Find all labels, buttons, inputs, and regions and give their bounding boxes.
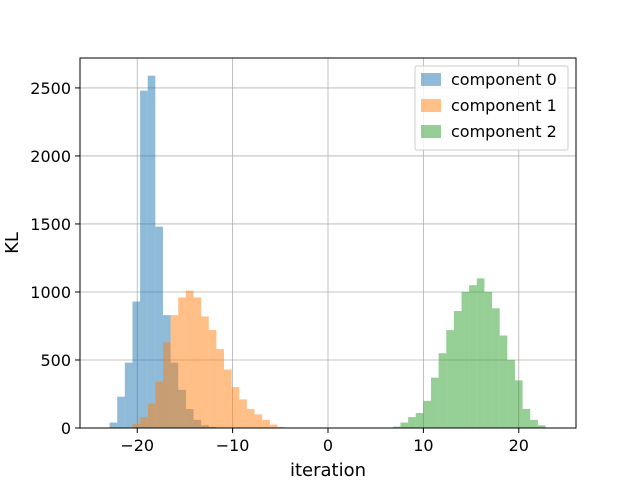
histogram-bar-series-2: [392, 426, 401, 428]
legend-swatch-1: [421, 99, 441, 112]
histogram-bar-series-2: [522, 408, 531, 428]
y-tick-label: 500: [40, 351, 71, 370]
x-tick-label: 10: [413, 436, 433, 455]
legend-label-1: component 1: [451, 96, 557, 115]
histogram-bar-series-1: [262, 419, 270, 428]
histogram-bar-series-1: [269, 424, 278, 428]
histogram-bar-series-1: [216, 349, 225, 428]
histogram-bar-series-2: [438, 353, 447, 428]
histogram-bar-series-2: [461, 291, 470, 428]
histogram-bar-series-2: [476, 278, 485, 428]
histogram-bar-series-2: [446, 330, 454, 428]
histogram-bar-series-1: [277, 426, 286, 428]
histogram-bar-series-2: [408, 417, 416, 428]
y-tick-label: 2000: [30, 147, 71, 166]
y-tick-label: 1000: [30, 283, 71, 302]
histogram-bar-series-1: [185, 290, 194, 428]
histogram-bar-series-0: [140, 90, 148, 428]
histogram-bar-series-0: [147, 75, 156, 428]
histogram-bar-series-0: [117, 396, 125, 428]
histogram-bar-series-2: [469, 285, 477, 428]
legend-swatch-0: [421, 73, 441, 86]
histogram-bar-series-2: [492, 308, 500, 428]
histogram-bar-series-2: [499, 335, 508, 428]
histogram-bar-series-2: [431, 377, 439, 428]
axis-ticks: −20 −10 0 10 20 0 500 1000 1500 2000 2500: [30, 79, 529, 455]
histogram-bar-series-1: [162, 342, 171, 428]
histogram-bar-series-1: [140, 417, 148, 428]
histogram-bar-series-2: [423, 400, 432, 428]
histogram-bar-series-1: [208, 330, 217, 428]
legend-label-0: component 0: [451, 70, 557, 89]
histogram-bar-series-1: [224, 369, 232, 428]
histogram-bar-series-1: [254, 414, 263, 428]
x-tick-label: −10: [216, 436, 250, 455]
histogram-bar-series-1: [246, 408, 255, 428]
histogram-bar-series-2: [415, 413, 424, 428]
x-axis-label: iteration: [290, 460, 366, 480]
x-tick-label: −20: [120, 436, 154, 455]
histogram-bar-series-2: [400, 422, 409, 428]
histogram-bar-series-0: [109, 422, 118, 428]
histogram-bar-series-1: [170, 315, 179, 428]
histogram-bar-series-2: [507, 359, 515, 428]
legend-box: [414, 65, 569, 151]
histogram-bar-series-1: [178, 297, 186, 428]
histogram-bar-series-1: [201, 316, 209, 428]
legend-swatch-2: [421, 125, 441, 138]
histogram-bar-series-2: [514, 380, 523, 428]
histogram-bar-series-1: [147, 403, 156, 428]
y-tick-label: 1500: [30, 215, 71, 234]
histogram-bar-series-1: [155, 381, 163, 428]
y-axis-label: KL: [2, 232, 23, 254]
histogram-bar-series-2: [484, 291, 493, 428]
histogram-bar-series-2: [453, 311, 462, 428]
legend-label-2: component 2: [451, 122, 557, 141]
histogram-bar-series-0: [124, 362, 133, 428]
x-tick-label: 20: [509, 436, 529, 455]
histogram-bar-series-0: [155, 226, 163, 428]
histogram-bar-series-0: [132, 301, 141, 428]
histogram-bars: [109, 75, 546, 428]
x-tick-label: 0: [323, 436, 333, 455]
histogram-bar-series-2: [537, 425, 546, 428]
histogram-bar-series-1: [132, 423, 141, 428]
histogram-bar-series-2: [530, 419, 538, 428]
y-tick-label: 2500: [30, 79, 71, 98]
histogram-bar-series-1: [193, 297, 202, 428]
y-tick-label: 0: [61, 419, 71, 438]
histogram-bar-series-1: [239, 399, 247, 428]
legend: component 0 component 1 component 2: [414, 65, 569, 151]
histogram-bar-series-1: [231, 387, 240, 428]
